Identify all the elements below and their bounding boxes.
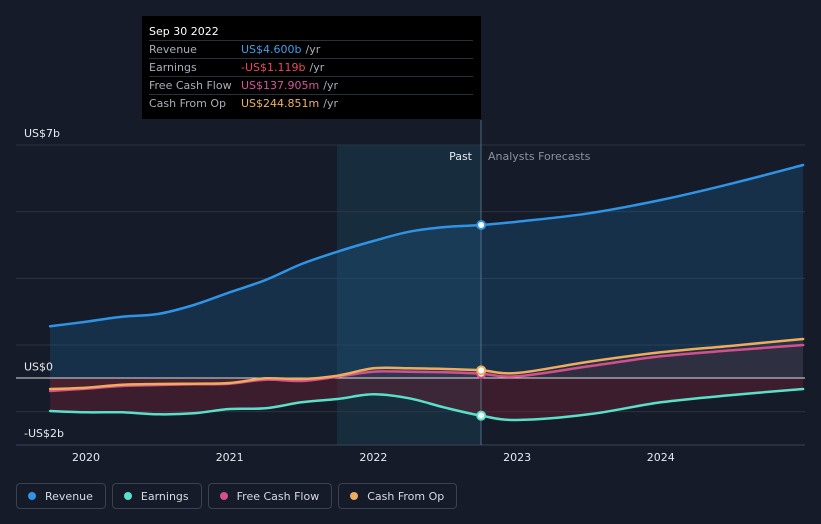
legend-dot-icon: [350, 492, 359, 500]
legend-label: Free Cash Flow: [236, 489, 320, 503]
x-tick-label: 2023: [503, 451, 531, 464]
x-tick-label: 2024: [647, 451, 675, 464]
legend-label: Revenue: [45, 489, 93, 503]
legend-dot-icon: [28, 492, 36, 500]
series-lines: [48, 163, 805, 422]
past-label: Past: [449, 150, 473, 163]
legend-label: Cash From Op: [367, 489, 445, 503]
tooltip-value: -US$1.119b: [241, 61, 306, 74]
tooltip-date: Sep 30 2022: [149, 25, 219, 38]
legend-item-free-cash-flow[interactable]: Free Cash Flow: [207, 483, 333, 509]
tooltip-value: US$244.851m: [241, 97, 320, 110]
tooltip-label: Earnings: [149, 61, 197, 74]
legend-dot-icon: [123, 492, 132, 500]
legend-item-cash-from-op[interactable]: Cash From Op: [338, 483, 458, 509]
y-tick-label: -US$2b: [24, 427, 64, 440]
tooltip-label: Revenue: [149, 43, 197, 56]
area-cash-from-op: [50, 339, 804, 389]
tooltip-markers: [476, 220, 487, 421]
tooltip-label: Free Cash Flow: [149, 79, 232, 92]
legend-dot-icon: [219, 492, 228, 500]
area-free-cash-flow: [50, 345, 804, 391]
tooltip-row-free-cash-flow: Free Cash Flow US$137.905m /yr: [149, 76, 473, 94]
tooltip-unit: /yr: [309, 61, 325, 74]
legend-item-revenue[interactable]: Revenue: [16, 483, 106, 509]
gridlines: [16, 144, 805, 446]
marker-revenue: [476, 220, 487, 230]
tooltip-row-earnings: Earnings -US$1.119b /yr: [149, 58, 473, 76]
y-tick-label: US$7b: [24, 127, 60, 140]
tooltip-value: US$4.600b: [241, 43, 302, 56]
area-revenue: [50, 165, 804, 379]
x-axis-labels: 2020 2021 2022 2023 2024: [72, 451, 675, 464]
x-tick-label: 2022: [359, 451, 387, 464]
x-tick-label: 2020: [72, 451, 100, 464]
marker-earnings: [476, 410, 487, 421]
line-earnings: [48, 387, 805, 422]
tooltip-unit: /yr: [305, 43, 321, 56]
marker-cash-from-op: [476, 365, 487, 376]
tooltip-unit: /yr: [323, 97, 338, 110]
y-axis-labels: US$7b US$0 -US$2b: [24, 127, 64, 440]
legend: Revenue Earnings Free Cash Flow Cash Fro…: [16, 483, 458, 509]
tooltip-row-cash-from-op: Cash From Op US$244.851m /yr: [149, 94, 473, 112]
tooltip: Sep 30 2022 Revenue US$4.600b /yr Earnin…: [142, 16, 481, 119]
line-cash-from-op: [48, 337, 805, 391]
tooltip-value: US$137.905m: [241, 79, 320, 92]
legend-label: Earnings: [140, 489, 189, 503]
y-tick-label: US$0: [24, 360, 53, 373]
tooltip-label: Cash From Op: [149, 97, 227, 110]
legend-item-earnings[interactable]: Earnings: [111, 483, 202, 509]
tooltip-unit: /yr: [323, 79, 338, 92]
forecast-label: Analysts Forecasts: [488, 150, 591, 163]
x-tick-label: 2021: [216, 451, 244, 464]
tooltip-row-revenue: Revenue US$4.600b /yr: [149, 40, 473, 58]
line-revenue: [48, 163, 805, 328]
